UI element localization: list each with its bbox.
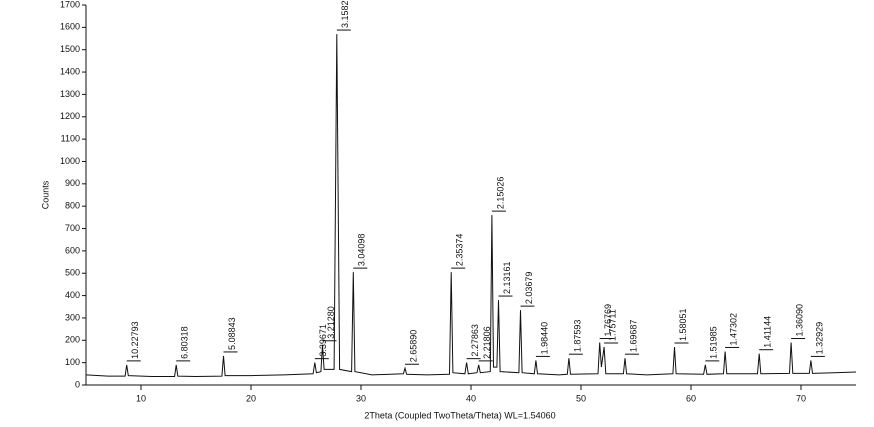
y-tick-label: 900 xyxy=(65,178,80,188)
peak-label: 3.21280 xyxy=(326,306,336,339)
y-tick-label: 800 xyxy=(65,201,80,211)
y-tick-label: 0 xyxy=(75,379,80,389)
y-tick-label: 1500 xyxy=(60,44,80,54)
peak-label: 2.35374 xyxy=(455,234,465,267)
peak-label: 1.58051 xyxy=(678,308,688,341)
peak-label: 1.98440 xyxy=(539,322,549,355)
xrd-pattern xyxy=(85,34,857,378)
y-tick-label: 1600 xyxy=(60,22,80,32)
y-tick-label: 100 xyxy=(65,357,80,367)
peak-label: 1.41144 xyxy=(763,316,773,348)
peak-label: 1.87593 xyxy=(572,320,582,353)
peak-label: 3.15829 xyxy=(340,0,350,28)
peak-label: 1.69687 xyxy=(628,320,638,353)
y-tick-label: 700 xyxy=(65,223,80,233)
x-tick-label: 60 xyxy=(686,393,696,403)
y-tick-label: 400 xyxy=(65,290,80,300)
y-tick-label: 1200 xyxy=(60,111,80,121)
peak-label: 1.32929 xyxy=(814,322,824,355)
peak-label: 1.36090 xyxy=(794,304,804,337)
y-tick-label: 1400 xyxy=(60,66,80,76)
x-tick-label: 70 xyxy=(796,393,806,403)
x-tick-label: 20 xyxy=(246,393,256,403)
peak-label: 1.47302 xyxy=(728,313,738,346)
peak-label: 10.22793 xyxy=(130,321,140,359)
y-tick-label: 1700 xyxy=(60,0,80,9)
y-tick-label: 1300 xyxy=(60,89,80,99)
peak-label: 3.04098 xyxy=(357,234,367,267)
y-tick-label: 300 xyxy=(65,312,80,322)
peak-label: 2.15026 xyxy=(495,177,505,210)
y-axis-label: Counts xyxy=(40,180,50,209)
peak-label: 1.51985 xyxy=(709,326,719,359)
peak-label: 2.21806 xyxy=(482,326,492,359)
x-tick-label: 30 xyxy=(356,393,366,403)
y-tick-label: 500 xyxy=(65,268,80,278)
peak-label: 6.80318 xyxy=(180,326,190,359)
peak-label: 2.65890 xyxy=(408,330,418,363)
peak-label: 1.76769 xyxy=(603,304,613,337)
y-tick-label: 1100 xyxy=(61,133,80,143)
x-axis-label: 2Theta (Coupled TwoTheta/Theta) WL=1.540… xyxy=(364,410,555,420)
peak-label: 1.75711 xyxy=(607,309,617,341)
peak-label: 2.27863 xyxy=(470,324,480,357)
peak-label: 5.08843 xyxy=(227,317,237,350)
peak-label: 2.03679 xyxy=(524,272,534,305)
y-tick-label: 600 xyxy=(65,245,80,255)
y-tick-label: 1000 xyxy=(60,156,80,166)
x-tick-label: 10 xyxy=(136,393,146,403)
x-tick-label: 50 xyxy=(576,393,586,403)
peak-label: 2.13161 xyxy=(502,262,512,295)
y-tick-label: 200 xyxy=(65,335,80,345)
x-tick-label: 40 xyxy=(466,393,476,403)
